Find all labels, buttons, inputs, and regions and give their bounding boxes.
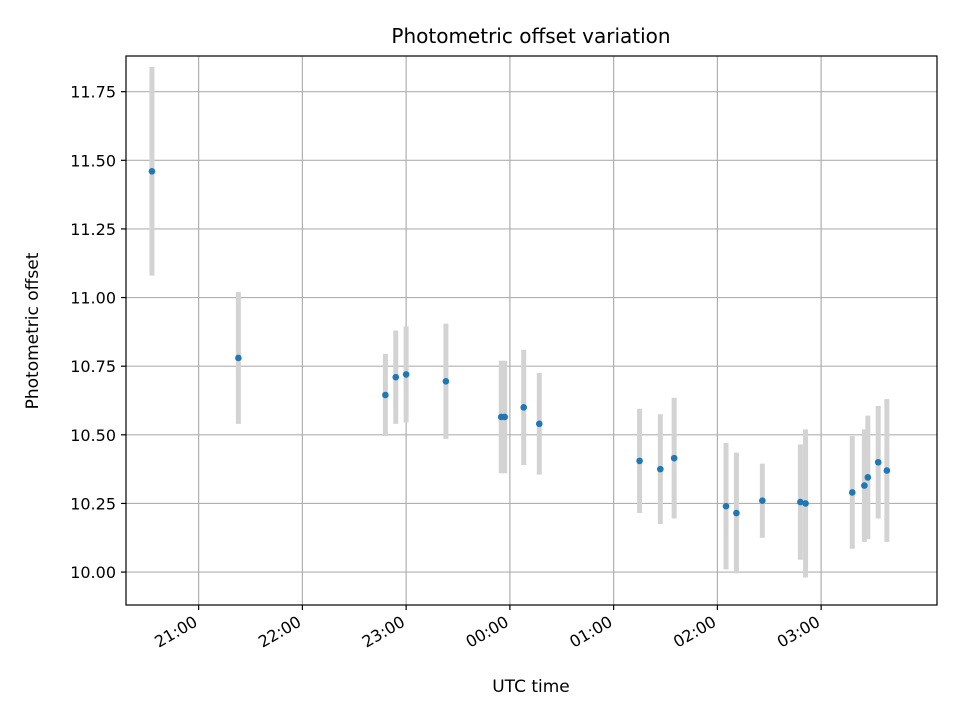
data-point [382, 391, 389, 399]
y-tick-label: 11.25 [70, 220, 116, 239]
data-point [636, 457, 643, 465]
data-point [402, 371, 410, 378]
y-tick-label: 11.00 [70, 289, 116, 308]
data-point [442, 377, 450, 385]
data-point [797, 498, 804, 506]
data-point [864, 474, 872, 481]
chart-title: Photometric offset variation [391, 24, 670, 48]
data-point [874, 458, 882, 466]
y-tick-label: 10.75 [70, 357, 116, 376]
data-point [883, 467, 891, 474]
data-point [235, 354, 242, 362]
data-point [722, 502, 730, 510]
data-point [392, 373, 400, 381]
data-point [148, 167, 156, 175]
y-tick-label: 10.00 [70, 563, 116, 582]
data-point [861, 482, 868, 489]
data-point [535, 420, 543, 428]
data-points [148, 167, 891, 517]
data-point [802, 500, 809, 507]
y-tick-label: 11.50 [70, 151, 116, 170]
grid [126, 56, 937, 605]
y-ticks: 10.00 10.25 10.50 10.75 11.00 11.25 11.50 11.75 [70, 83, 126, 582]
plot-frame [125, 55, 938, 606]
y-axis-label: Photometric offset [23, 252, 43, 409]
x-axis-label: UTC time [492, 677, 570, 697]
data-point [501, 413, 508, 421]
y-tick-label: 11.75 [70, 83, 116, 102]
data-point [670, 454, 678, 462]
y-tick-label: 10.25 [70, 494, 116, 513]
data-point [657, 465, 664, 473]
data-point [848, 489, 856, 496]
data-point [759, 497, 766, 504]
data-point [733, 509, 740, 517]
y-tick-label: 10.50 [70, 426, 116, 445]
data-point [520, 404, 528, 411]
